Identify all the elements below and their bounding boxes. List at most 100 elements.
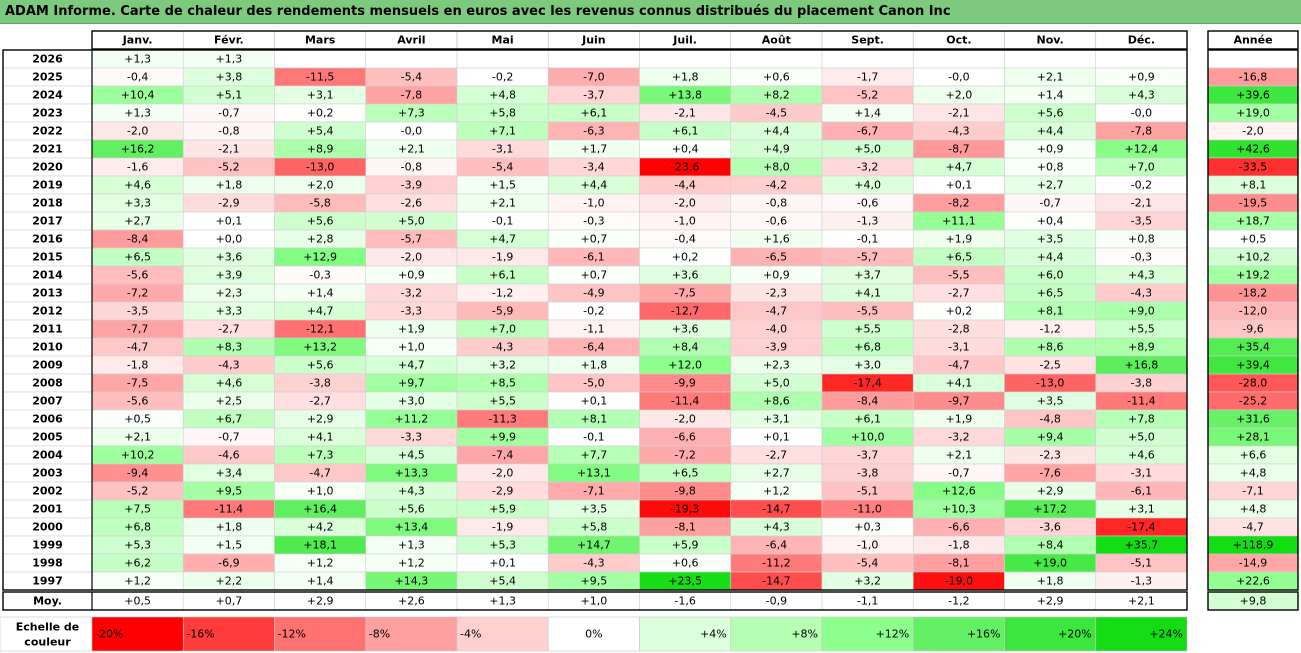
year-label: 2002 — [32, 485, 63, 498]
month-header: Mai — [492, 34, 514, 47]
heat-cell-value: +0,4 — [672, 143, 699, 156]
heat-cell-value: +3,3 — [124, 197, 151, 210]
heat-cell-value: -6,4 — [583, 341, 604, 354]
heat-cell-value: +1,2 — [307, 557, 334, 570]
heat-cell-value: +5,4 — [489, 575, 516, 588]
heat-cell-value: -2,5 — [1039, 359, 1060, 372]
heat-cell-value: -7,8 — [1131, 125, 1152, 138]
heat-cell-value: -2,0 — [674, 413, 695, 426]
heat-cell-value: +12,4 — [1125, 143, 1159, 156]
annual-cell-value: +6,6 — [1240, 449, 1267, 462]
heat-cell-value: -19,0 — [945, 575, 973, 588]
heat-cell-value: +10,4 — [121, 89, 155, 102]
annual-cell-value: -19,5 — [1239, 197, 1267, 210]
scale-label-line2: couleur — [24, 636, 71, 649]
heat-cell-value: -0,7 — [218, 431, 239, 444]
heat-cell-value: +4,3 — [1128, 89, 1155, 102]
annual-cell-value: -14,9 — [1239, 557, 1267, 570]
heat-cell-value: -11,4 — [671, 395, 699, 408]
heat-cell-value: +5,8 — [489, 107, 516, 120]
scale-label: -16% — [186, 628, 214, 641]
heat-cell-value: +3,9 — [216, 269, 243, 282]
heat-cell-value: +0,6 — [672, 557, 699, 570]
heat-cell-value: +1,8 — [216, 179, 243, 192]
heat-cell-value: +2,9 — [1037, 485, 1064, 498]
heat-cell-value: -1,6 — [127, 161, 148, 174]
heat-cell-value: -0,7 — [948, 467, 969, 480]
annual-cell-value: +18,7 — [1236, 215, 1270, 228]
heat-cell-value: +17,2 — [1033, 503, 1067, 516]
heat-cell-value: +7,7 — [581, 449, 608, 462]
month-header: Févr. — [214, 34, 244, 47]
heat-cell-value: +0,2 — [672, 251, 699, 264]
heat-cell-value: +5,5 — [1128, 323, 1155, 336]
heat-cell-value: +4,6 — [216, 377, 243, 390]
annual-cell-value: -4,7 — [1242, 521, 1263, 534]
heat-cell-value: +0,8 — [1128, 233, 1155, 246]
heat-cell-value: -5,2 — [857, 89, 878, 102]
heat-cell-value: -3,9 — [766, 341, 787, 354]
heat-cell-value: -3,7 — [583, 89, 604, 102]
year-label: 2001 — [32, 503, 63, 516]
heat-cell-value: +0,1 — [581, 395, 608, 408]
heat-cell-value: -1,8 — [948, 539, 969, 552]
heat-cell-value: +2,7 — [124, 215, 151, 228]
heat-cell — [547, 49, 640, 69]
scale-label: +8% — [791, 628, 818, 641]
scale-label: +12% — [876, 628, 910, 641]
heat-cell-value: -11,4 — [215, 503, 243, 516]
heat-cell-value: -5,7 — [401, 233, 422, 246]
heat-cell-value: -8,4 — [857, 395, 878, 408]
heat-cell-value: -6,9 — [218, 557, 239, 570]
heat-cell-value: -9,8 — [674, 485, 695, 498]
heat-cell-value: +0,9 — [1037, 143, 1064, 156]
heat-cell-value: +4,7 — [946, 161, 973, 174]
heat-cell-value: -6,3 — [583, 125, 604, 138]
heat-cell-value: +2,1 — [398, 143, 425, 156]
heat-cell-value: -7,7 — [127, 323, 148, 336]
heat-cell-value: -2,0 — [674, 197, 695, 210]
scale-label: +20% — [1058, 628, 1092, 641]
heat-cell-value: -5,5 — [948, 269, 969, 282]
scale-label: -4% — [460, 628, 481, 641]
heat-cell-value: -1,2 — [492, 287, 513, 300]
heat-cell-value: +3,3 — [216, 305, 243, 318]
year-label: 2010 — [32, 341, 63, 354]
heat-cell-value: +9,0 — [1128, 305, 1155, 318]
year-label: 2016 — [32, 233, 63, 246]
heat-cell-value: -2,7 — [766, 449, 787, 462]
heat-cell-value: -23,6 — [671, 161, 699, 174]
annual-cell-value: +118,9 — [1233, 539, 1274, 552]
heat-cell-value: +6,5 — [946, 251, 973, 264]
month-header: Nov. — [1037, 34, 1064, 47]
heat-cell-value: -3,9 — [401, 179, 422, 192]
year-label: 2026 — [32, 53, 63, 66]
heat-cell — [821, 49, 914, 69]
heat-cell-value: +13,1 — [577, 467, 611, 480]
chart-title: ADAM Informe. Carte de chaleur des rende… — [5, 4, 951, 19]
heat-cell-value: -1,2 — [1039, 323, 1060, 336]
title-bar: ADAM Informe. Carte de chaleur des rende… — [0, 0, 1301, 24]
scale-label: +24% — [1149, 628, 1183, 641]
heat-cell — [639, 49, 732, 69]
heat-cell-value: -2,0 — [127, 125, 148, 138]
heat-cell-value: +1,2 — [763, 485, 790, 498]
heat-cell-value: +4,3 — [1128, 269, 1155, 282]
heat-cell-value: +4,3 — [763, 521, 790, 534]
heat-cell-value: -5,2 — [218, 161, 239, 174]
heat-cell — [365, 49, 458, 69]
heat-cell-value: +7,0 — [489, 323, 516, 336]
annual-cell-value: +31,6 — [1236, 413, 1270, 426]
scale-swatch — [274, 616, 367, 652]
heat-cell — [912, 49, 1005, 69]
heat-cell-value: -4,9 — [583, 287, 604, 300]
heat-cell-value: -13,0 — [306, 161, 334, 174]
heat-cell-value: +4,4 — [581, 179, 608, 192]
heat-cell-value: -2,7 — [218, 323, 239, 336]
grid-border — [2, 49, 1188, 591]
heat-cell-value: -11,2 — [762, 557, 790, 570]
heat-cell-value: -4,7 — [948, 359, 969, 372]
heat-cell-value: -7,5 — [674, 287, 695, 300]
heat-cell-value: +35,7 — [1125, 539, 1159, 552]
annual-cell-value: -25,2 — [1239, 395, 1267, 408]
